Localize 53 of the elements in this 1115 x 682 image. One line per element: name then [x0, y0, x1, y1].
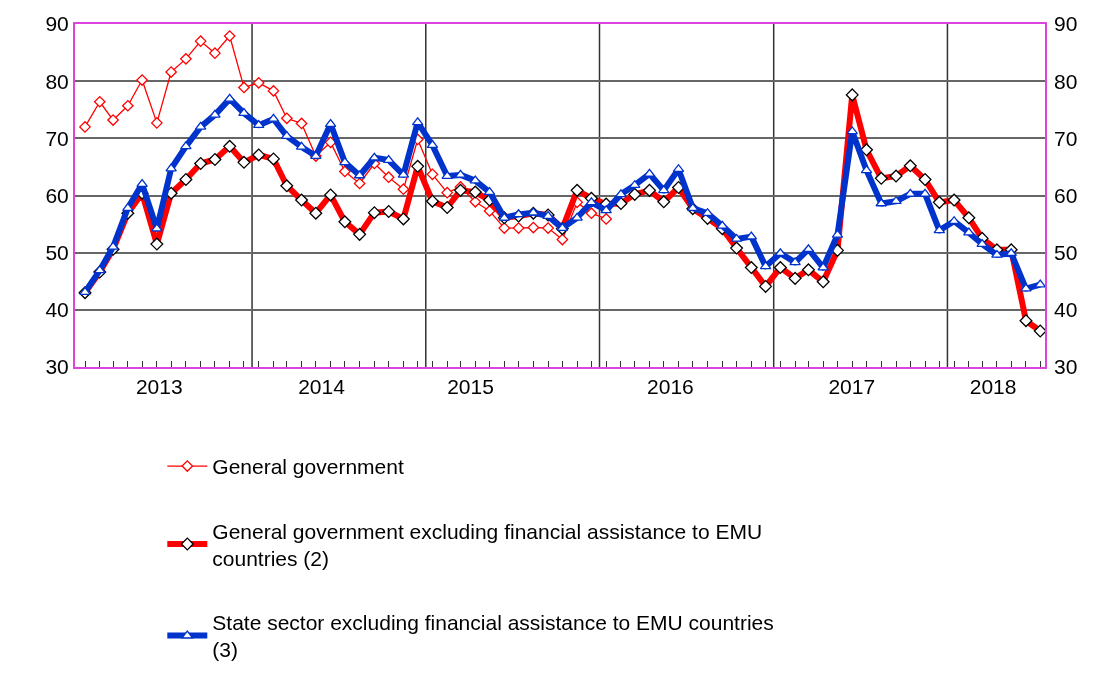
x-tick-label: 2015	[447, 375, 494, 399]
point	[498, 222, 511, 234]
point	[542, 222, 554, 234]
point	[107, 114, 119, 126]
point	[209, 47, 221, 59]
point	[238, 81, 250, 94]
y-tick-label: 70	[45, 126, 69, 150]
y2-tick-label: 70	[1054, 126, 1078, 150]
y-tick-label: 80	[45, 69, 69, 93]
y2-tick-label: 90	[1054, 12, 1078, 36]
y-tick-label: 60	[45, 183, 69, 207]
y2-tick-label: 30	[1054, 355, 1078, 379]
point	[194, 35, 207, 47]
y-tick-label: 40	[45, 298, 69, 322]
y-tick-label: 30	[45, 355, 69, 379]
y-tick-label: 50	[45, 241, 69, 265]
point	[165, 66, 177, 78]
y2-tick-label: 40	[1054, 298, 1078, 322]
x-tick-label: 2016	[647, 375, 694, 399]
point	[267, 85, 280, 97]
point	[397, 183, 410, 196]
point	[180, 53, 192, 65]
y2-tick-label: 60	[1054, 183, 1078, 207]
point	[252, 77, 265, 89]
point	[600, 213, 613, 225]
point	[121, 99, 134, 112]
point	[295, 117, 308, 130]
point	[353, 177, 366, 190]
point	[223, 30, 236, 42]
y2-tick-label: 80	[1054, 69, 1078, 93]
point	[339, 165, 351, 178]
x-tick-label: 2014	[298, 375, 346, 399]
y-tick-label: 90	[45, 12, 69, 36]
point	[93, 95, 106, 108]
point	[151, 117, 163, 129]
point	[382, 171, 395, 184]
point	[483, 205, 496, 217]
point	[527, 221, 540, 234]
point	[585, 207, 598, 220]
point	[441, 186, 454, 199]
point	[79, 121, 91, 133]
x-tick-label: 2013	[135, 375, 183, 399]
legend-label: General government excluding financial assistance to EMU countries (2)	[212, 519, 763, 570]
point	[426, 168, 439, 181]
y2-tick-label: 50	[1054, 241, 1078, 265]
x-tick-label: 2018	[969, 375, 1017, 399]
point	[136, 74, 148, 86]
point	[556, 233, 569, 246]
point	[280, 112, 293, 125]
legend-label: General government	[212, 455, 404, 479]
point	[512, 222, 525, 234]
x-tick-label: 2017	[828, 375, 876, 399]
legend-label: State sector excluding financial assistance to EMU countries (3)	[212, 611, 774, 662]
